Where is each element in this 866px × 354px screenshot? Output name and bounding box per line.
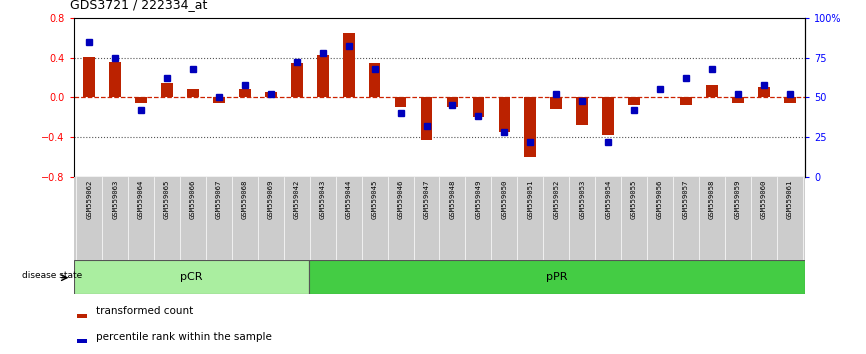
Bar — [551, 97, 562, 109]
Text: disease state: disease state — [23, 271, 82, 280]
Text: GSM559065: GSM559065 — [164, 179, 170, 219]
Text: GSM559059: GSM559059 — [735, 179, 741, 219]
Bar — [291, 63, 302, 97]
Bar — [706, 85, 718, 97]
Text: GSM559060: GSM559060 — [761, 179, 767, 219]
Bar — [577, 97, 588, 125]
Bar — [395, 97, 406, 107]
Bar — [309, 260, 805, 294]
Bar — [369, 63, 380, 97]
Bar — [239, 90, 251, 97]
Text: GSM559047: GSM559047 — [423, 179, 430, 219]
Text: GSM559049: GSM559049 — [475, 179, 481, 219]
Bar — [732, 97, 744, 103]
Text: transformed count: transformed count — [96, 306, 193, 316]
Text: GSM559050: GSM559050 — [501, 179, 507, 219]
Bar — [135, 97, 147, 103]
Bar — [628, 97, 640, 105]
Text: GSM559067: GSM559067 — [216, 179, 222, 219]
Text: pCR: pCR — [180, 272, 203, 282]
Bar — [213, 97, 225, 103]
Bar — [77, 314, 87, 318]
Text: GSM559056: GSM559056 — [657, 179, 663, 219]
Bar — [265, 92, 276, 97]
Text: GSM559064: GSM559064 — [138, 179, 144, 219]
Text: GSM559066: GSM559066 — [190, 179, 196, 219]
Bar — [83, 57, 95, 97]
Bar — [447, 97, 458, 107]
Text: GSM559051: GSM559051 — [527, 179, 533, 219]
Bar — [473, 97, 484, 117]
Bar — [784, 97, 796, 103]
Text: GSM559044: GSM559044 — [346, 179, 352, 219]
Text: GSM559068: GSM559068 — [242, 179, 248, 219]
Text: GSM559042: GSM559042 — [294, 179, 300, 219]
Text: percentile rank within the sample: percentile rank within the sample — [96, 332, 272, 342]
Bar — [77, 339, 87, 343]
Bar — [187, 90, 199, 97]
Text: GSM559054: GSM559054 — [605, 179, 611, 219]
Bar — [161, 84, 173, 97]
Text: GSM559062: GSM559062 — [87, 179, 92, 219]
Text: GSM559063: GSM559063 — [112, 179, 118, 219]
Bar — [499, 97, 510, 132]
Text: GSM559052: GSM559052 — [553, 179, 559, 219]
Text: GSM559045: GSM559045 — [372, 179, 378, 219]
Bar — [680, 97, 692, 105]
Text: GSM559057: GSM559057 — [683, 179, 689, 219]
Bar — [525, 97, 536, 157]
Text: GSM559061: GSM559061 — [787, 179, 792, 219]
Bar — [74, 260, 309, 294]
Text: GSM559048: GSM559048 — [449, 179, 456, 219]
Text: GDS3721 / 222334_at: GDS3721 / 222334_at — [70, 0, 207, 11]
Text: GSM559069: GSM559069 — [268, 179, 274, 219]
Text: GSM559058: GSM559058 — [709, 179, 715, 219]
Text: GSM559053: GSM559053 — [579, 179, 585, 219]
Text: pPR: pPR — [546, 272, 568, 282]
Bar — [421, 97, 432, 140]
Bar — [317, 55, 328, 97]
Bar — [343, 33, 354, 97]
Bar — [603, 97, 614, 135]
Bar — [109, 62, 121, 97]
Text: GSM559055: GSM559055 — [631, 179, 637, 219]
Text: GSM559043: GSM559043 — [320, 179, 326, 219]
Bar — [758, 87, 770, 97]
Text: GSM559046: GSM559046 — [397, 179, 404, 219]
